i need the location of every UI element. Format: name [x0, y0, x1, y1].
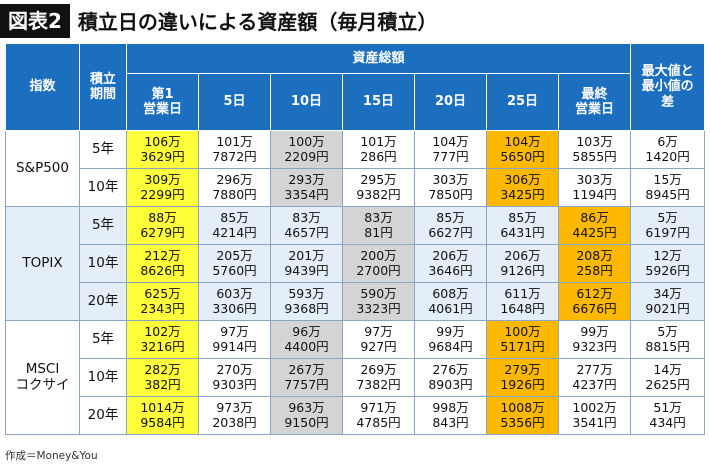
- header-period: 積立 期間: [79, 43, 127, 131]
- index-name-cell: MSCI コクサイ: [5, 320, 80, 435]
- value-cell-highlight: 279万 1926円: [486, 358, 559, 397]
- diff-cell: 6万 1420円: [630, 130, 706, 169]
- value-cell: 608万 4061円: [414, 282, 487, 321]
- value-cell: 103万 5855円: [557, 130, 632, 169]
- title-bar: 図表2 積立日の違いによる資産額（毎月積立）: [0, 0, 710, 40]
- table-row: 10年 212万 8626円 205万 5760円 201万 9439円 200万 2700円 2…: [6, 244, 706, 283]
- value-cell: 971万 4785円: [342, 396, 415, 435]
- value-cell: 270万 9303円: [198, 358, 271, 397]
- header-day-col: 25日: [486, 73, 559, 131]
- value-cell: 85万 6431円: [486, 206, 559, 245]
- header-day-col: 第1 営業日: [126, 73, 199, 131]
- value-cell: 99万 9684円: [414, 320, 487, 359]
- value-cell: 83万 4657円: [270, 206, 343, 245]
- period-cell: 20年: [79, 282, 127, 321]
- value-cell: 611万 1648円: [486, 282, 559, 321]
- value-cell-highlight: 612万 6676円: [557, 282, 632, 321]
- value-cell: 603万 3306円: [198, 282, 271, 321]
- diff-cell: 14万 2625円: [630, 358, 706, 397]
- value-cell: 101万 7872円: [198, 130, 271, 169]
- header-day-col: 最終 営業日: [557, 73, 632, 131]
- index-name-cell: S&P500: [5, 130, 80, 207]
- source-credit: 作成＝Money&You: [5, 450, 98, 462]
- value-cell: 206万 9126円: [486, 244, 559, 283]
- diff-cell: 5万 8815円: [630, 320, 706, 359]
- table-row: 20年 625万 2343円 603万 3306円 593万 9368円 590万 3323円 6…: [6, 282, 706, 321]
- value-cell-max: 88万 6279円: [126, 206, 199, 245]
- header-max-min-diff: 最大値と 最小値の 差: [630, 43, 706, 131]
- value-cell: 97万 9914円: [198, 320, 271, 359]
- header-day-col: 15日: [342, 73, 415, 131]
- header-index: 指数: [5, 43, 80, 131]
- value-cell: 205万 5760円: [198, 244, 271, 283]
- value-cell: 1002万 3541円: [557, 396, 632, 435]
- value-cell-max: 102万 3216円: [126, 320, 199, 359]
- diff-cell: 15万 8945円: [630, 168, 706, 207]
- value-cell-min: 267万 7757円: [270, 358, 343, 397]
- header-day-col: 5日: [198, 73, 271, 131]
- table-row: 10年 282万 382円 270万 9303円 267万 7757円 269万 7382円 27…: [6, 358, 706, 397]
- value-cell-min: 96万 4400円: [270, 320, 343, 359]
- value-cell: 104万 777円: [414, 130, 487, 169]
- table-row: TOPIX 5年 88万 6279円 85万 4214円 83万 4657円 83万 81円 85万…: [5, 206, 706, 321]
- value-cell-highlight: 86万 4425円: [557, 206, 632, 245]
- header-day-col: 10日: [270, 73, 343, 131]
- value-cell: 296万 7880円: [198, 168, 271, 207]
- value-cell: 277万 4237円: [557, 358, 632, 397]
- value-cell: 85万 4214円: [198, 206, 271, 245]
- asset-table: 指数 積立 期間 資産総額 最大値と 最小値の 差 第1 営業日 5日 10日 15日 2…: [5, 43, 706, 435]
- diff-cell: 34万 9021円: [630, 282, 706, 321]
- value-cell: 206万 3646円: [414, 244, 487, 283]
- period-cell: 10年: [79, 358, 127, 397]
- value-cell: 295万 9382円: [342, 168, 415, 207]
- value-cell: 101万 286円: [342, 130, 415, 169]
- value-cell-min: 83万 81円: [342, 206, 415, 245]
- table-row: 20年 1014万 9584円 973万 2038円 963万 9150円 971万 4785円…: [6, 396, 706, 435]
- value-cell-min: 200万 2700円: [342, 244, 415, 283]
- value-cell-highlight: 100万 5171円: [486, 320, 559, 359]
- value-cell-min: 293万 3354円: [270, 168, 343, 207]
- page-title: 積立日の違いによる資産額（毎月積立）: [77, 9, 438, 34]
- period-cell: 10年: [79, 244, 127, 283]
- diff-cell: 5万 6197円: [630, 206, 706, 245]
- value-cell-highlight: 306万 3425円: [486, 168, 559, 207]
- value-cell: 97万 927円: [342, 320, 415, 359]
- value-cell-max: 106万 3629円: [126, 130, 199, 169]
- value-cell: 973万 2038円: [198, 396, 271, 435]
- table-row: S&P500 5年 106万 3629円 101万 7872円 100万 2209円 101万 2…: [5, 130, 706, 207]
- value-cell-highlight: 1008万 5356円: [486, 396, 559, 435]
- value-cell-min: 963万 9150円: [270, 396, 343, 435]
- index-name-cell: TOPIX: [5, 206, 80, 321]
- period-cell: 20年: [79, 396, 127, 435]
- table-row: 10年 309万 2299円 296万 7880円 293万 3354円 295万 9382円 3…: [6, 168, 706, 207]
- value-cell: 99万 9323円: [557, 320, 632, 359]
- table-row: MSCI コクサイ 5年 102万 3216円 97万 9914円 96万 4400円 97万 92…: [5, 320, 706, 435]
- value-cell: 303万 1194円: [557, 168, 632, 207]
- figure-badge: 図表2: [0, 4, 70, 38]
- diff-cell: 12万 5926円: [630, 244, 706, 283]
- value-cell-highlight: 104万 5650円: [486, 130, 559, 169]
- value-cell-max: 212万 8626円: [126, 244, 199, 283]
- diff-cell: 51万 434円: [630, 396, 706, 435]
- header-day-col: 20日: [414, 73, 487, 131]
- value-cell-highlight: 208万 258円: [557, 244, 632, 283]
- period-cell: 5年: [79, 320, 127, 359]
- value-cell-max: 282万 382円: [126, 358, 199, 397]
- value-cell-min: 100万 2209円: [270, 130, 343, 169]
- value-cell-max: 309万 2299円: [126, 168, 199, 207]
- value-cell: 998万 843円: [414, 396, 487, 435]
- value-cell-max: 1014万 9584円: [126, 396, 199, 435]
- value-cell: 593万 9368円: [270, 282, 343, 321]
- value-cell: 85万 6627円: [414, 206, 487, 245]
- value-cell-max: 625万 2343円: [126, 282, 199, 321]
- value-cell: 303万 7850円: [414, 168, 487, 207]
- value-cell: 276万 8903円: [414, 358, 487, 397]
- value-cell-min: 590万 3323円: [342, 282, 415, 321]
- period-cell: 5年: [79, 206, 127, 245]
- period-cell: 5年: [79, 130, 127, 169]
- value-cell: 269万 7382円: [342, 358, 415, 397]
- header-total-assets: 資産総額: [125, 43, 632, 74]
- value-cell: 201万 9439円: [270, 244, 343, 283]
- period-cell: 10年: [79, 168, 127, 207]
